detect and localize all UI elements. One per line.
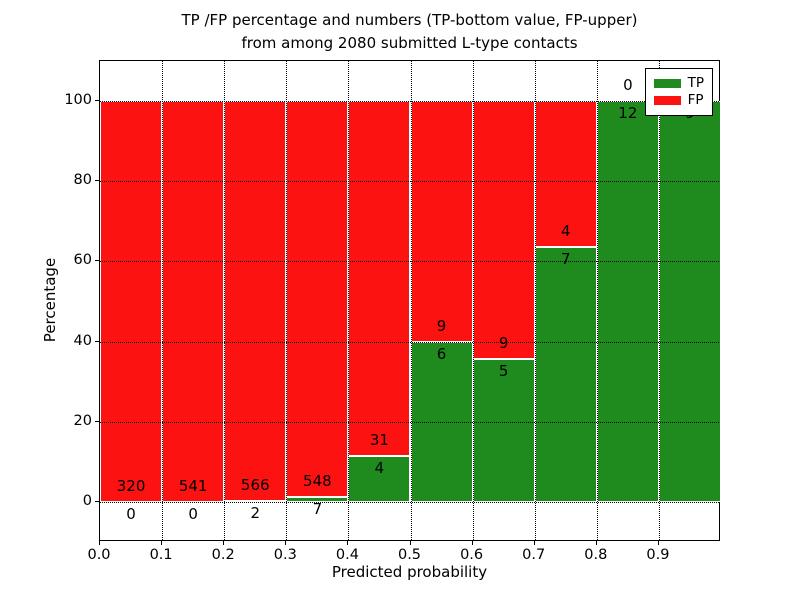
- horizontal-gridline: [100, 101, 719, 103]
- x-tick-mark: [471, 541, 473, 545]
- fp-count-label: 4: [560, 221, 571, 240]
- x-tick-label: 0.8: [584, 547, 608, 563]
- vertical-gridline: [410, 61, 412, 540]
- tp-bar-segment: [472, 358, 535, 502]
- x-tick-label: 0.6: [460, 547, 484, 563]
- y-axis-title: Percentage: [41, 257, 59, 343]
- horizontal-gridline: [100, 181, 719, 183]
- tp-count-label: 0: [188, 504, 198, 523]
- tp-count-label: 2: [250, 503, 261, 522]
- y-tick-label: 40: [73, 332, 92, 349]
- x-tick-mark: [595, 541, 597, 545]
- x-tick-mark: [99, 541, 100, 545]
- fp-bar-segment: [100, 101, 163, 502]
- horizontal-gridline: [100, 261, 719, 263]
- vertical-gridline: [286, 61, 288, 540]
- tp-bar-segment: [348, 456, 411, 502]
- plot-area: TP FP 32005410566254873149695470129: [99, 60, 721, 541]
- tp-bar-segment: [410, 341, 473, 502]
- x-tick-label: 0.7: [522, 547, 546, 563]
- y-tick-mark: [95, 340, 99, 342]
- x-tick-mark: [409, 541, 411, 545]
- x-tick-label: 0.2: [211, 547, 235, 563]
- y-tick-mark: [95, 420, 99, 422]
- horizontal-gridline: [100, 341, 719, 343]
- tp-count-label: 4: [374, 459, 385, 478]
- fp-count-label: 548: [303, 471, 332, 490]
- x-tick-mark: [657, 541, 659, 545]
- legend-entry-fp: FP: [653, 92, 704, 108]
- y-tick-label: 0: [82, 492, 92, 509]
- vertical-gridline: [658, 61, 660, 540]
- y-tick-label: 60: [73, 252, 92, 269]
- x-tick-label: 0.9: [646, 547, 670, 563]
- fp-bar-segment: [472, 101, 535, 359]
- x-tick-mark: [533, 541, 535, 545]
- vertical-gridline: [348, 61, 350, 540]
- vertical-gridline: [162, 61, 164, 540]
- y-tick-label: 100: [64, 92, 92, 109]
- y-tick-mark: [95, 500, 99, 502]
- x-tick-mark: [347, 541, 349, 545]
- fp-bar-segment: [286, 101, 349, 497]
- fp-bar-segment: [410, 101, 473, 342]
- fp-bar-segment: [224, 101, 287, 501]
- x-tick-label: 0.0: [87, 547, 111, 563]
- y-tick-mark: [95, 180, 99, 182]
- y-tick-label: 20: [73, 412, 92, 429]
- tp-bar-segment: [534, 246, 597, 502]
- tp-count-label: 5: [498, 361, 509, 380]
- x-axis-title: Predicted probability: [331, 563, 488, 581]
- y-tick-mark: [95, 260, 99, 262]
- fp-count-label: 9: [498, 333, 509, 352]
- tp-count-label: 6: [436, 344, 447, 363]
- fp-count-label: 0: [623, 76, 633, 95]
- tp-bar-segment: [658, 101, 721, 502]
- vertical-gridline: [596, 61, 598, 540]
- tp-bar-segment: [596, 101, 659, 502]
- fp-legend-label: FP: [687, 92, 704, 108]
- chart-title-line2: from among 2080 submitted L-type contact…: [241, 34, 578, 52]
- x-tick-label: 0.4: [335, 547, 359, 563]
- tp-count-label: 12: [618, 104, 638, 123]
- vertical-gridline: [534, 61, 536, 540]
- tp-count-label: 7: [312, 499, 323, 518]
- fp-count-label: 566: [240, 475, 270, 494]
- legend: TP FP: [644, 68, 713, 116]
- fp-bar-segment: [534, 101, 597, 247]
- x-tick-label: 0.5: [397, 547, 422, 563]
- x-tick-mark: [285, 541, 287, 545]
- fp-count-label: 31: [369, 431, 389, 450]
- horizontal-gridline: [100, 501, 719, 503]
- chart-title-line1: TP /FP percentage and numbers (TP-bottom…: [181, 11, 638, 29]
- y-tick-mark: [95, 100, 99, 102]
- legend-entry-tp: TP: [653, 75, 704, 91]
- fp-count-label: 320: [116, 476, 146, 495]
- y-tick-label: 80: [73, 172, 92, 189]
- tp-count-label: 0: [126, 504, 136, 523]
- fp-count-label: 541: [178, 476, 208, 495]
- fp-legend-swatch: [653, 96, 681, 105]
- vertical-gridline: [472, 61, 474, 540]
- horizontal-gridline: [100, 421, 719, 423]
- x-tick-label: 0.1: [149, 547, 173, 563]
- fp-count-label: 9: [436, 316, 447, 335]
- chart-title: TP /FP percentage and numbers (TP-bottom…: [99, 9, 720, 55]
- tp-count-label: 7: [560, 249, 571, 268]
- vertical-gridline: [224, 61, 226, 540]
- tp-legend-swatch: [653, 79, 681, 88]
- fp-bar-segment: [162, 101, 225, 502]
- x-tick-mark: [223, 541, 225, 545]
- x-tick-mark: [161, 541, 163, 545]
- fp-bar-segment: [348, 101, 411, 457]
- tp-legend-label: TP: [687, 75, 704, 91]
- x-tick-label: 0.3: [273, 547, 297, 563]
